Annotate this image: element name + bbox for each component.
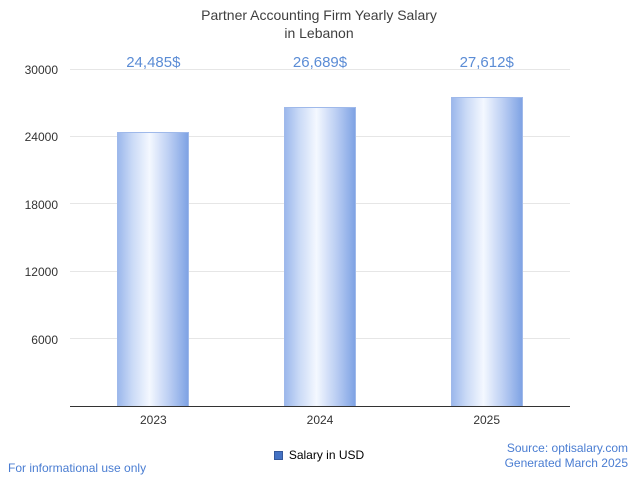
y-tick-label: 18000 [24,197,58,212]
gridline [70,69,570,70]
x-tick-label: 2025 [473,413,501,427]
value-label: 26,689$ [292,54,348,71]
bar-slot [70,70,237,406]
x-axis: 2023 2024 2025 [70,413,570,427]
plot-area [70,69,570,407]
legend-swatch-icon [273,450,283,460]
value-label: 24,485$ [126,54,181,71]
footer-note: For informational use only [8,461,147,475]
y-axis: 6000 12000 18000 24000 30000 [0,63,62,407]
value-label: 27,612$ [459,54,514,71]
legend: Salary in USD [0,448,638,462]
chart-title-line2: in Lebanon [284,25,354,41]
chart-title-line1: Partner Accounting Firm Yearly Salary [201,7,437,23]
y-tick-label: 24000 [24,130,58,145]
bar-slot [237,70,404,406]
y-tick-label: 12000 [24,265,58,280]
generated-date: Generated March 2025 [504,456,628,470]
value-labels-row: 24,485$ 26,689$ 27,612$ [70,54,570,71]
y-tick-label: 30000 [24,63,58,77]
bar-2023 [117,131,190,406]
source-link[interactable]: Source: optisalary.com [506,441,628,455]
legend-label: Salary in USD [288,448,365,462]
x-tick-label: 2024 [306,413,334,427]
footer-source-block: Source: optisalary.com Generated March 2… [505,441,628,471]
bars-group [70,70,570,406]
bar-2025 [450,96,523,406]
bar-2024 [284,107,356,406]
chart-title: Partner Accounting Firm Yearly Salary in… [0,6,638,42]
x-tick-label: 2023 [139,413,167,427]
y-tick-label: 6000 [31,332,58,347]
bar-slot [403,70,570,406]
